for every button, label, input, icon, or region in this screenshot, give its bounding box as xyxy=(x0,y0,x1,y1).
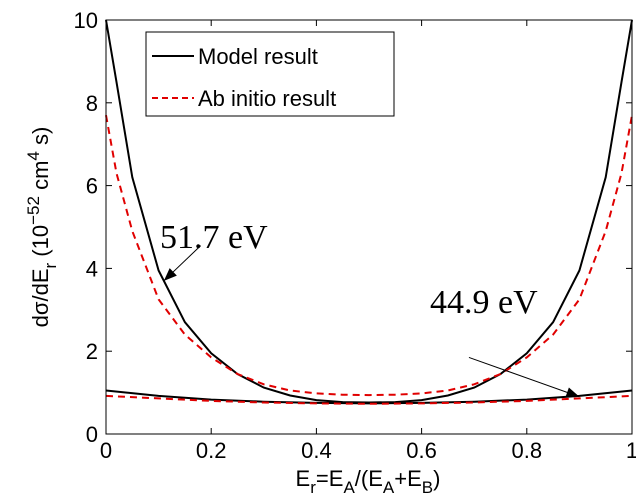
plot-frame xyxy=(105,19,633,435)
x-label-mid2: /(E xyxy=(355,466,383,491)
y-tick-label: 0 xyxy=(86,422,98,447)
x-label-sub2: A xyxy=(343,478,355,497)
annotation-44-9: 44.9 eV xyxy=(430,284,538,321)
x-tick-label: 0.8 xyxy=(512,438,543,463)
x-tick-label: 0 xyxy=(100,438,112,463)
y-tick-label: 6 xyxy=(86,174,98,199)
x-tick-label: 0.6 xyxy=(406,438,437,463)
legend-box xyxy=(145,31,395,117)
x-label-main: E xyxy=(296,466,311,491)
annotation-arrow-head xyxy=(163,268,177,281)
annotation-arrow-head xyxy=(565,387,580,398)
y-label-mid: (10 xyxy=(28,225,53,263)
series-line-3 xyxy=(105,394,633,405)
x-label-mid3: +E xyxy=(394,466,422,491)
x-label-mid: =E xyxy=(316,466,344,491)
legend-label-abinitio: Ab initio result xyxy=(198,86,336,111)
x-label-sub1: r xyxy=(310,478,316,497)
y-label-sup1: −52 xyxy=(24,196,43,225)
legend-label-model: Model result xyxy=(198,44,318,69)
x-tick-label: 0.2 xyxy=(196,438,227,463)
legend: Model result Ab initio result xyxy=(145,31,395,117)
y-label-sup2: 4 xyxy=(24,151,43,160)
y-tick-label: 2 xyxy=(86,339,98,364)
x-label-sub4: B xyxy=(422,478,433,497)
x-axis-label: Er=EA/(EA+EB) xyxy=(296,466,441,497)
x-label-end: ) xyxy=(433,466,440,491)
series-layer xyxy=(105,19,633,405)
y-label-mid2: cm xyxy=(28,161,53,196)
y-tick-label: 10 xyxy=(74,8,98,33)
x-tick-label: 1 xyxy=(626,438,636,463)
series-line-1 xyxy=(105,115,633,397)
x-label-sub3: A xyxy=(383,478,395,497)
series-line-2 xyxy=(105,389,633,405)
annotation-arrow-line xyxy=(468,356,580,398)
annotation-51-7: 51.7 eV xyxy=(160,219,268,256)
y-tick-label: 8 xyxy=(86,91,98,116)
x-tick-label: 0.4 xyxy=(301,438,332,463)
y-axis-label: dσ/dEr (10−52 cm4 s) xyxy=(24,127,60,328)
y-label-sub: r xyxy=(41,262,60,268)
y-label-main: dσ/dE xyxy=(28,268,53,327)
annotation-arrows xyxy=(163,245,580,398)
y-tick-label: 4 xyxy=(86,256,98,281)
y-label-end: s) xyxy=(28,127,53,151)
